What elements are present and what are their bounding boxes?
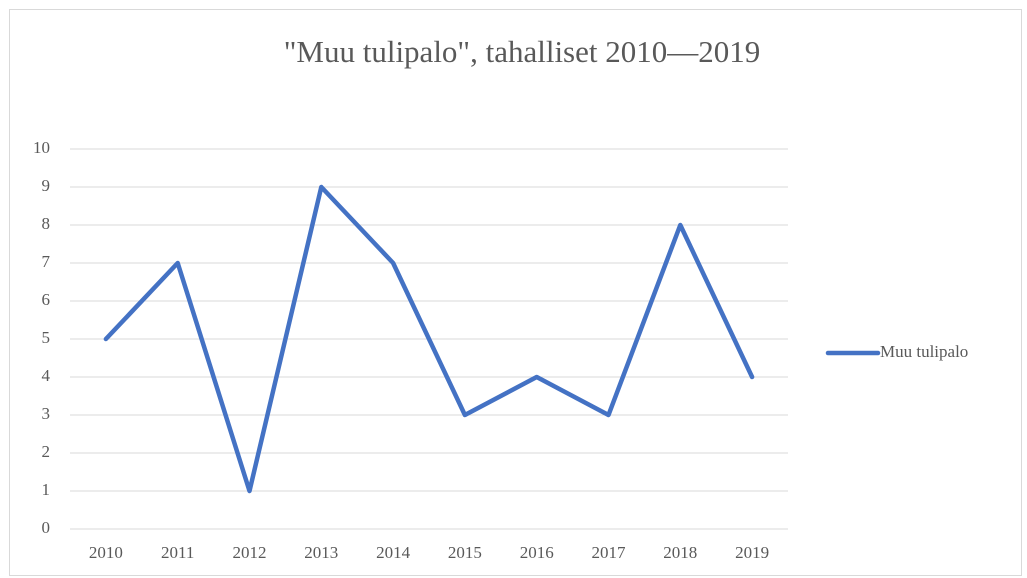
x-tick-label: 2010 [89, 543, 123, 562]
y-tick-label: 8 [42, 214, 51, 233]
x-tick-label: 2013 [304, 543, 338, 562]
x-tick-label: 2011 [161, 543, 194, 562]
y-tick-label: 5 [42, 328, 51, 347]
y-tick-label: 2 [42, 442, 51, 461]
chart-frame [9, 9, 1022, 576]
x-tick-label: 2018 [663, 543, 697, 562]
y-tick-label: 10 [33, 138, 50, 157]
x-tick-label: 2014 [376, 543, 411, 562]
x-tick-label: 2016 [520, 543, 554, 562]
x-tick-label: 2017 [592, 543, 627, 562]
y-tick-label: 0 [42, 518, 51, 537]
x-tick-label: 2015 [448, 543, 482, 562]
x-tick-label: 2019 [735, 543, 769, 562]
chart-title: "Muu tulipalo", tahalliset 2010—2019 [284, 34, 761, 69]
line-series [103, 184, 755, 494]
y-tick-label: 4 [42, 366, 51, 385]
x-tick-label: 2012 [233, 543, 267, 562]
y-tick-label: 9 [42, 176, 51, 195]
y-tick-label: 7 [42, 252, 51, 271]
y-tick-label: 1 [42, 480, 51, 499]
y-tick-label: 3 [42, 404, 51, 423]
legend-label: Muu tulipalo [880, 342, 968, 361]
y-tick-label: 6 [42, 290, 51, 309]
